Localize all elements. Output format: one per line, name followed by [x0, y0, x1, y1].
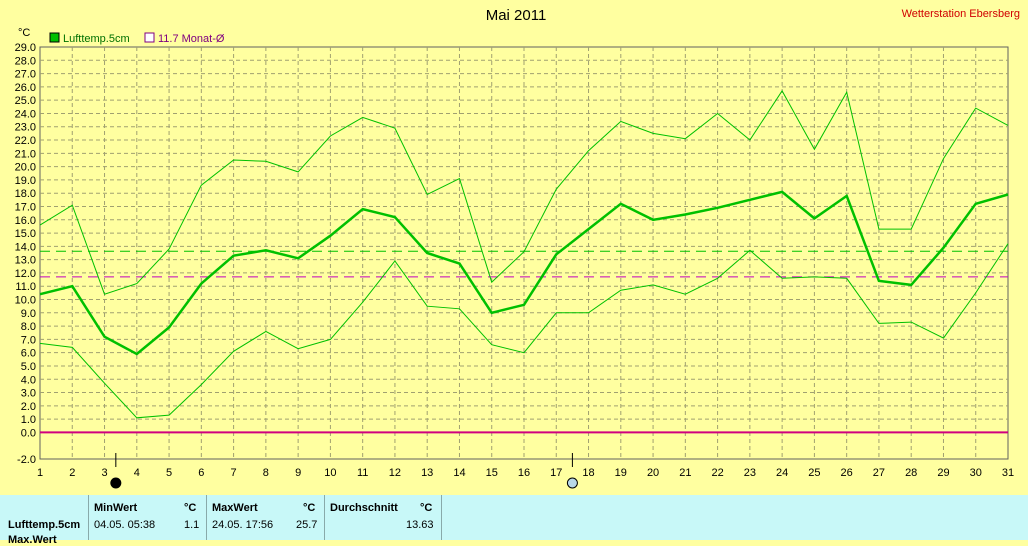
new-moon-icon: [110, 477, 122, 489]
y-tick-label: 10.0: [15, 295, 36, 307]
max-header: MaxWert: [212, 502, 258, 514]
x-tick-label: 16: [518, 467, 530, 479]
y-tick-label: 2.0: [21, 401, 36, 413]
x-tick-label: 31: [1002, 467, 1014, 479]
y-tick-label: 25.0: [15, 95, 36, 107]
moon-markers: [110, 453, 578, 489]
y-tick-label: 23.0: [15, 122, 36, 134]
x-tick-label: 30: [970, 467, 982, 479]
x-tick-label: 25: [808, 467, 820, 479]
legend-swatch-temp: [49, 32, 60, 43]
legend-label-avg: 11.7 Monat-Ø: [158, 33, 225, 45]
x-tick-label: 29: [937, 467, 949, 479]
x-tick-label: 18: [582, 467, 594, 479]
x-tick-label: 13: [421, 467, 433, 479]
y-tick-label: 14.0: [15, 241, 36, 253]
y-tick-label: 21.0: [15, 148, 36, 160]
x-tick-label: 19: [615, 467, 627, 479]
x-tick-label: 28: [905, 467, 917, 479]
x-tick-label: 2: [69, 467, 75, 479]
series-line-min: [39, 243, 1009, 419]
chart: Mai 2011 Wetterstation Ebersberg °C Luft…: [15, 7, 1020, 489]
max-unit: °C: [303, 502, 316, 514]
stats-divider: [324, 495, 325, 540]
stats-row-label-2: Max.Wert: [8, 534, 57, 546]
chart-title: Mai 2011: [486, 7, 547, 24]
y-tick-label: 29.0: [15, 42, 36, 54]
y-tick-label: 1.0: [21, 414, 36, 426]
y-tick-label: 17.0: [15, 201, 36, 213]
stats-row-label: Lufttemp.5cm: [8, 519, 81, 531]
avg-unit: °C: [420, 502, 433, 514]
series-line-lufttemp-5cm: [39, 190, 1009, 356]
min-time: 04.05. 05:38: [94, 519, 156, 531]
y-tick-label: 16.0: [15, 215, 36, 227]
y-tick-label: 7.0: [21, 334, 36, 346]
x-tick-label: 3: [101, 467, 107, 479]
x-tick-label: 11: [357, 467, 368, 479]
x-tick-label: 22: [711, 467, 723, 479]
y-tick-label: 26.0: [15, 82, 36, 94]
legend-swatch-avg: [144, 32, 155, 43]
legend: Lufttemp.5cm 11.7 Monat-Ø: [49, 32, 225, 45]
y-unit: °C: [18, 27, 30, 39]
x-tick-label: 27: [873, 467, 885, 479]
min-value: 1.1: [184, 519, 200, 531]
x-tick-label: 12: [389, 467, 401, 479]
grid: [40, 47, 1008, 459]
x-tick-label: 23: [744, 467, 756, 479]
x-tick-label: 4: [134, 467, 140, 479]
x-tick-label: 7: [231, 467, 237, 479]
y-tick-label: 13.0: [15, 255, 36, 267]
y-tick-label: 22.0: [15, 135, 36, 147]
y-tick-label: 15.0: [15, 228, 36, 240]
stats-panel: MinWert °C MaxWert °C Durchschnitt °C Lu…: [0, 495, 1028, 546]
y-tick-label: 19.0: [15, 175, 36, 187]
full-moon-icon: [566, 477, 578, 489]
series-line-max: [39, 89, 1009, 295]
y-tick-label: 4.0: [21, 374, 36, 386]
y-tick-label: 9.0: [21, 308, 36, 320]
x-tick-label: 20: [647, 467, 659, 479]
y-tick-label: 8.0: [21, 321, 36, 333]
y-tick-label: 27.0: [15, 69, 36, 81]
y-tick-label: 24.0: [15, 108, 36, 120]
stats-divider: [88, 495, 89, 540]
x-axis-labels: 1 2 3 4 5 6 7 8 9 10 11 12 13 14 15 16 17 18 19 20 21 22 23 24 2…: [37, 467, 1014, 479]
x-tick-label: 8: [263, 467, 269, 479]
station-name: Wetterstation Ebersberg: [902, 8, 1020, 20]
x-tick-label: 15: [486, 467, 498, 479]
x-tick-label: 26: [841, 467, 853, 479]
avg-header: Durchschnitt: [330, 502, 398, 514]
x-tick-label: 17: [550, 467, 562, 479]
y-axis-labels: 29.028.0 27.026.025.024.0 23.022.021.0 20.0…: [15, 42, 36, 466]
y-tick-label: 5.0: [21, 361, 36, 373]
series-lines: [39, 89, 1009, 419]
y-tick-label: 12.0: [15, 268, 36, 280]
x-tick-label: 14: [453, 467, 465, 479]
x-tick-label: 1: [37, 467, 43, 479]
max-time: 24.05. 17:56: [212, 519, 274, 531]
x-tick-label: 21: [679, 467, 691, 479]
x-tick-label: 24: [776, 467, 788, 479]
stats-divider: [206, 495, 207, 540]
max-value: 25.7: [296, 519, 318, 531]
y-tick-label: 18.0: [15, 188, 36, 200]
y-tick-label: 28.0: [15, 55, 36, 67]
y-tick-label: 0.0: [21, 427, 36, 439]
stats-divider: [441, 495, 442, 540]
y-tick-label: 6.0: [21, 348, 36, 360]
x-tick-label: 10: [324, 467, 336, 479]
y-tick-label: 3.0: [21, 388, 36, 400]
min-unit: °C: [184, 502, 197, 514]
y-tick-label: -2.0: [17, 454, 36, 466]
legend-label-temp: Lufttemp.5cm: [63, 33, 130, 45]
y-tick-label: 11.0: [15, 281, 36, 293]
x-tick-label: 5: [166, 467, 172, 479]
x-tick-label: 9: [295, 467, 301, 479]
min-header: MinWert: [94, 502, 138, 514]
y-tick-label: 20.0: [15, 162, 36, 174]
x-tick-label: 6: [198, 467, 204, 479]
avg-value: 13.63: [406, 519, 434, 531]
